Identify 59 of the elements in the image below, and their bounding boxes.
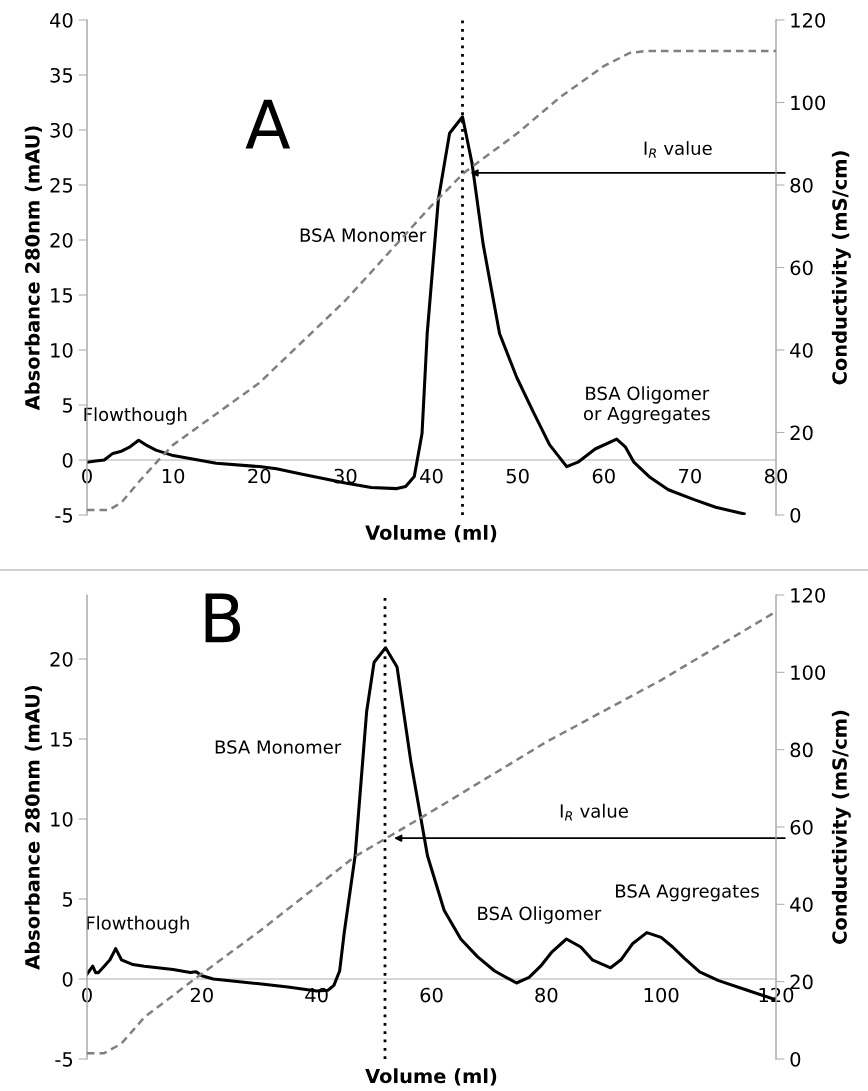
annotation: I$_{R}$ value (560, 803, 628, 821)
y-tick-label: 25 (50, 177, 73, 193)
annotation: Flowthough (87, 915, 189, 934)
y-tick-label: 0 (62, 452, 73, 468)
x-tick-label: 60 (592, 468, 615, 484)
y2-tick-label: 100 (791, 95, 826, 111)
annotation: BSA Aggregates (616, 884, 759, 902)
x-tick-label: 60 (420, 987, 443, 1003)
y-tick-label: 10 (51, 811, 73, 827)
x-axis-title: Volume (ml) (365, 1068, 497, 1086)
y-tick-label: 40 (50, 12, 73, 28)
y-tick-label: -5 (55, 508, 73, 523)
y-axis-title: Absorbance 280nm (mAU) (24, 126, 43, 411)
x-tick-label: 50 (506, 468, 529, 484)
annotation: A (245, 99, 291, 149)
y2-tick-label: 20 (790, 425, 813, 441)
annotation: BSA Oligomer (478, 906, 602, 924)
annotation: BSA Oligomer or Aggregates (583, 386, 710, 424)
annotation: B (205, 593, 241, 643)
y2-tick-label: 80 (790, 742, 813, 758)
y-axis-title: Absorbance 280nm (mAU) (24, 685, 43, 970)
y2-tick-label: 120 (791, 587, 826, 603)
x-tick-label: 0 (82, 468, 92, 484)
y2-tick-label: 0 (790, 507, 801, 523)
y2-tick-label: 0 (790, 1051, 801, 1067)
y-tick-label: 30 (50, 122, 73, 138)
x-axis-title: Volume (ml) (365, 524, 497, 543)
x-tick-label: 100 (644, 987, 679, 1003)
annotation: BSA Monomer (300, 228, 427, 242)
x-tick-label: 20 (190, 987, 213, 1003)
annotation: I$_{R}$ value (644, 141, 712, 158)
y-tick-label: 15 (51, 288, 73, 303)
y2-tick-label: 60 (790, 819, 813, 835)
y2-axis-title: Conductivity (mS/cm) (831, 151, 851, 385)
y-tick-label: 20 (50, 232, 73, 248)
y-tick-label: 35 (50, 67, 73, 83)
y-tick-label: 5 (62, 398, 73, 413)
x-tick-label: 40 (420, 468, 443, 484)
y-tick-label: 20 (50, 651, 73, 667)
y-tick-label: 5 (62, 892, 73, 907)
x-tick-label: 80 (535, 987, 558, 1003)
y2-axis-title: Conductivity (mS/cm) (831, 710, 851, 944)
y-tick-label: 0 (62, 971, 73, 987)
y2-tick-label: 40 (790, 897, 813, 912)
x-tick-label: 0 (82, 987, 92, 1003)
x-tick-label: 20 (248, 468, 271, 484)
y2-tick-label: 120 (791, 12, 826, 28)
y2-tick-label: 100 (791, 665, 826, 680)
y2-tick-label: 80 (790, 177, 813, 193)
x-tick-label: 70 (679, 468, 701, 484)
x-tick-label: 10 (162, 468, 185, 484)
y-tick-label: 15 (51, 732, 73, 747)
annotation: Flowthough (84, 407, 187, 425)
annotation: BSA Monomer (215, 740, 342, 754)
y2-tick-label: 40 (790, 342, 813, 358)
x-tick-label: 80 (764, 468, 788, 484)
y-tick-label: -5 (55, 1052, 73, 1067)
y-tick-label: 10 (51, 342, 73, 358)
y2-tick-label: 60 (790, 260, 813, 276)
